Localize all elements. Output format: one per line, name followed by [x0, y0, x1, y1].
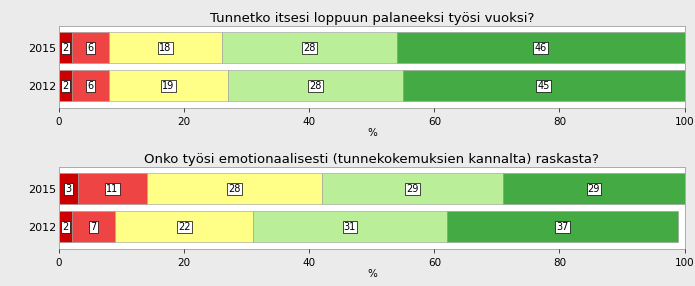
Text: 2: 2 [63, 81, 68, 91]
Bar [503, 173, 685, 204]
Bar [59, 211, 72, 242]
Text: 11: 11 [106, 184, 118, 194]
Text: 3: 3 [65, 184, 72, 194]
Bar [72, 211, 115, 242]
Bar [72, 70, 109, 101]
Text: 28: 28 [228, 184, 240, 194]
Bar [147, 173, 322, 204]
Text: 22: 22 [178, 222, 190, 232]
Text: 2: 2 [63, 43, 68, 53]
Text: 6: 6 [88, 43, 93, 53]
Bar [397, 32, 685, 63]
Bar [228, 70, 403, 101]
Text: 31: 31 [344, 222, 356, 232]
Text: 28: 28 [309, 81, 322, 91]
Text: 2: 2 [63, 222, 68, 232]
X-axis label: %: % [367, 269, 377, 279]
Text: 28: 28 [303, 43, 316, 53]
Bar [59, 173, 78, 204]
Text: 29: 29 [588, 184, 600, 194]
X-axis label: %: % [367, 128, 377, 138]
Bar [403, 70, 685, 101]
Bar [109, 32, 222, 63]
Text: 19: 19 [163, 81, 174, 91]
Text: 6: 6 [88, 81, 93, 91]
Text: 37: 37 [557, 222, 569, 232]
Bar [322, 173, 503, 204]
Bar [78, 173, 147, 204]
Bar [447, 211, 678, 242]
Text: 46: 46 [534, 43, 547, 53]
Bar [59, 70, 72, 101]
Bar [109, 70, 228, 101]
Bar [59, 32, 72, 63]
Text: 7: 7 [90, 222, 97, 232]
Bar [253, 211, 447, 242]
Title: Onko työsi emotionaalisesti (tunnekokemuksien kannalta) raskasta?: Onko työsi emotionaalisesti (tunnekokemu… [145, 153, 599, 166]
Text: 29: 29 [407, 184, 418, 194]
Bar [222, 32, 397, 63]
Text: 18: 18 [159, 43, 172, 53]
Bar [115, 211, 253, 242]
Title: Tunnetko itsesi loppuun palaneeksi työsi vuoksi?: Tunnetko itsesi loppuun palaneeksi työsi… [210, 11, 534, 25]
Bar [72, 32, 109, 63]
Text: 45: 45 [538, 81, 550, 91]
